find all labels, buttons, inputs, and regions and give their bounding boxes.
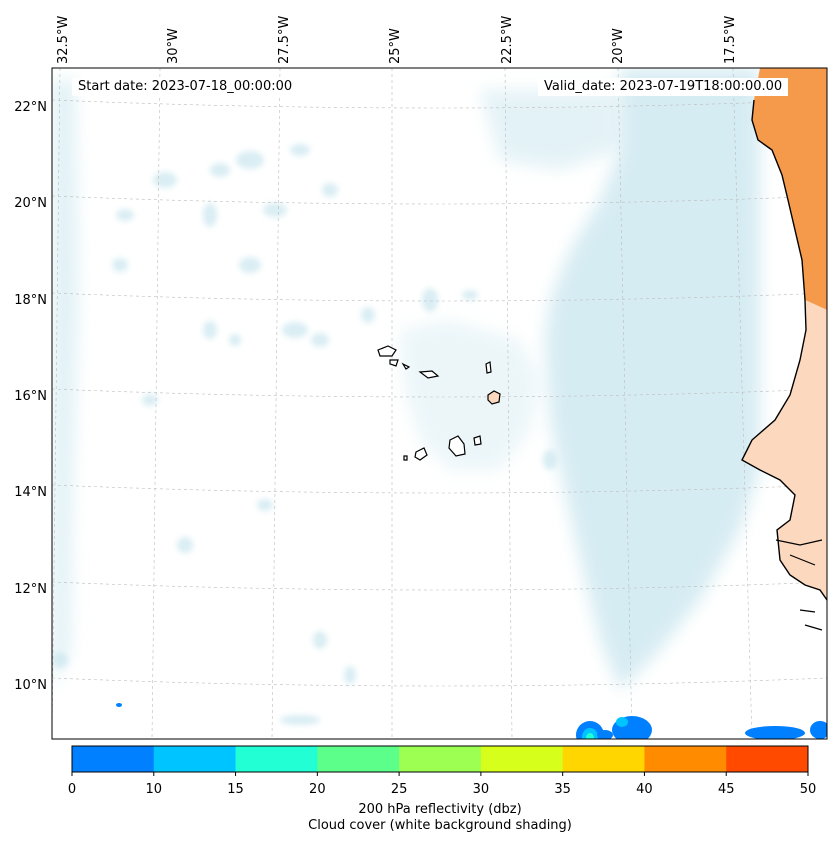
meridian-line (52, 68, 61, 739)
reflectivity-cells (116, 703, 827, 739)
colorbar-tick-label: 10 (145, 782, 163, 797)
parallel-line (52, 484, 827, 494)
meridian-line (617, 68, 633, 739)
colorbar-segment (644, 746, 727, 772)
colorbar-tick-label: 15 (227, 782, 244, 797)
cape-verde-islands (377, 345, 501, 461)
lon-label: 27.5°W (277, 16, 292, 64)
lon-label: 20°W (611, 28, 626, 64)
colorbar-segment (153, 746, 237, 772)
lat-label: 22°N (14, 100, 47, 115)
land-africa (741, 68, 827, 631)
latitude-labels: 22°N 20°N 18°N 16°N 14°N 12°N 10°N (14, 100, 47, 693)
colorbar-tick-label: 30 (472, 782, 490, 797)
lat-label: 18°N (14, 293, 47, 308)
colorbar-tick-label: 45 (717, 782, 735, 797)
colorbar-frame (71, 745, 809, 773)
meridian-line (504, 68, 513, 739)
colorbar-tick-label: 25 (390, 782, 408, 797)
map-frame (51, 67, 828, 740)
parallel-line (52, 99, 827, 109)
meridian-line (271, 68, 281, 739)
meridian-line (151, 68, 161, 739)
lat-label: 20°N (14, 196, 47, 211)
lon-label: 30°W (166, 28, 181, 64)
parallel-line (52, 195, 827, 205)
colorbar (71, 745, 809, 776)
parallel-line (52, 388, 827, 398)
lon-label: 32.5°W (56, 16, 71, 64)
colorbar-segment (72, 746, 155, 772)
colorbar-tick-label: 20 (309, 782, 326, 797)
colorbar-segment (235, 746, 318, 772)
lat-label: 16°N (14, 389, 47, 404)
lat-label: 10°N (14, 678, 47, 693)
parallel-line (52, 581, 827, 591)
parallel-line (52, 677, 827, 687)
colorbar-tick-label: 0 (67, 782, 77, 797)
valid-date-label: Valid_date: 2023-07-19T18:00:00.00 (538, 78, 789, 96)
colorbar-segment (399, 746, 482, 772)
lon-label: 22.5°W (500, 16, 515, 64)
lon-label: 25°W (388, 28, 403, 64)
colorbar-segment (317, 746, 400, 772)
graticule (52, 68, 827, 739)
colorbar-subtitle: Cloud cover (white background shading) (308, 818, 572, 833)
longitude-labels: 32.5°W 30°W 27.5°W 25°W 22.5°W 20°W 17.5… (56, 16, 738, 64)
start-date-label: Start date: 2023-07-18_00:00:00 (72, 78, 299, 96)
parallel-line (52, 292, 827, 302)
colorbar-segment (726, 746, 809, 772)
lat-label: 12°N (14, 582, 47, 597)
cloud-cover-shading (52, 68, 760, 725)
meridian-line (732, 68, 753, 739)
lon-label: 17.5°W (723, 16, 738, 64)
lat-label: 14°N (14, 485, 47, 500)
colorbar-segment (562, 746, 645, 772)
colorbar-segment (480, 746, 564, 772)
colorbar-tick-label: 50 (799, 782, 817, 797)
colorbar-tick-label: 35 (554, 782, 571, 797)
colorbar-tick-label: 40 (636, 782, 653, 797)
colorbar-title: 200 hPa reflectivity (dbz) (358, 802, 522, 817)
